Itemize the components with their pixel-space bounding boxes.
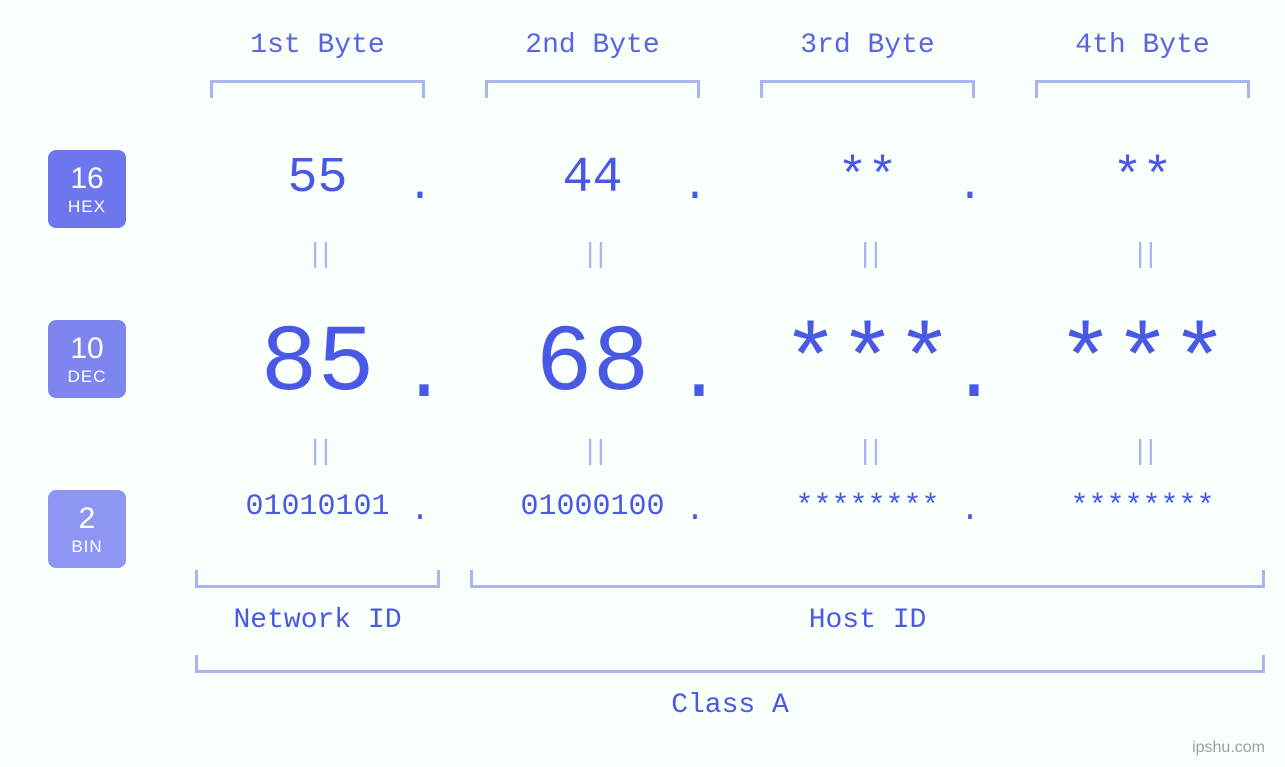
byte-header-1: 1st Byte (180, 30, 455, 61)
eq-2-4: || (1005, 437, 1280, 468)
network-id-bracket (195, 570, 440, 588)
badge-dec: 10 DEC (48, 320, 126, 398)
bin-dot-1: . (400, 492, 440, 529)
badge-dec-num: 10 (70, 334, 103, 364)
eq-1-1: || (180, 240, 455, 271)
class-label: Class A (195, 690, 1265, 721)
host-id-bracket (470, 570, 1265, 588)
badge-bin-num: 2 (79, 504, 96, 534)
eq-1-3: || (730, 240, 1005, 271)
byte-top-bracket-3 (760, 80, 975, 98)
badge-bin-txt: BIN (71, 538, 102, 555)
byte-top-bracket-1 (210, 80, 425, 98)
host-id-label: Host ID (470, 605, 1265, 636)
eq-2-2: || (455, 437, 730, 468)
eq-1-4: || (1005, 240, 1280, 271)
network-id-label: Network ID (195, 605, 440, 636)
byte-top-bracket-2 (485, 80, 700, 98)
dec-byte-4: *** (1005, 310, 1280, 418)
dec-dot-3: . (950, 330, 990, 421)
badge-bin: 2 BIN (48, 490, 126, 568)
eq-2-1: || (180, 437, 455, 468)
dec-dot-2: . (675, 330, 715, 421)
eq-1-2: || (455, 240, 730, 271)
hex-dot-2: . (675, 162, 715, 212)
badge-hex-num: 16 (70, 164, 103, 194)
byte-header-2: 2nd Byte (455, 30, 730, 61)
class-bracket (195, 655, 1265, 673)
bin-dot-3: . (950, 492, 990, 529)
byte-top-bracket-4 (1035, 80, 1250, 98)
bin-dot-2: . (675, 492, 715, 529)
hex-dot-3: . (950, 162, 990, 212)
bin-byte-4: ******** (1005, 490, 1280, 524)
hex-byte-4: ** (1005, 150, 1280, 207)
eq-2-3: || (730, 437, 1005, 468)
byte-header-3: 3rd Byte (730, 30, 1005, 61)
hex-dot-1: . (400, 162, 440, 212)
byte-header-4: 4th Byte (1005, 30, 1280, 61)
badge-hex-txt: HEX (68, 198, 106, 215)
badge-dec-txt: DEC (68, 368, 107, 385)
watermark: ipshu.com (1192, 739, 1265, 757)
dec-dot-1: . (400, 330, 440, 421)
badge-hex: 16 HEX (48, 150, 126, 228)
